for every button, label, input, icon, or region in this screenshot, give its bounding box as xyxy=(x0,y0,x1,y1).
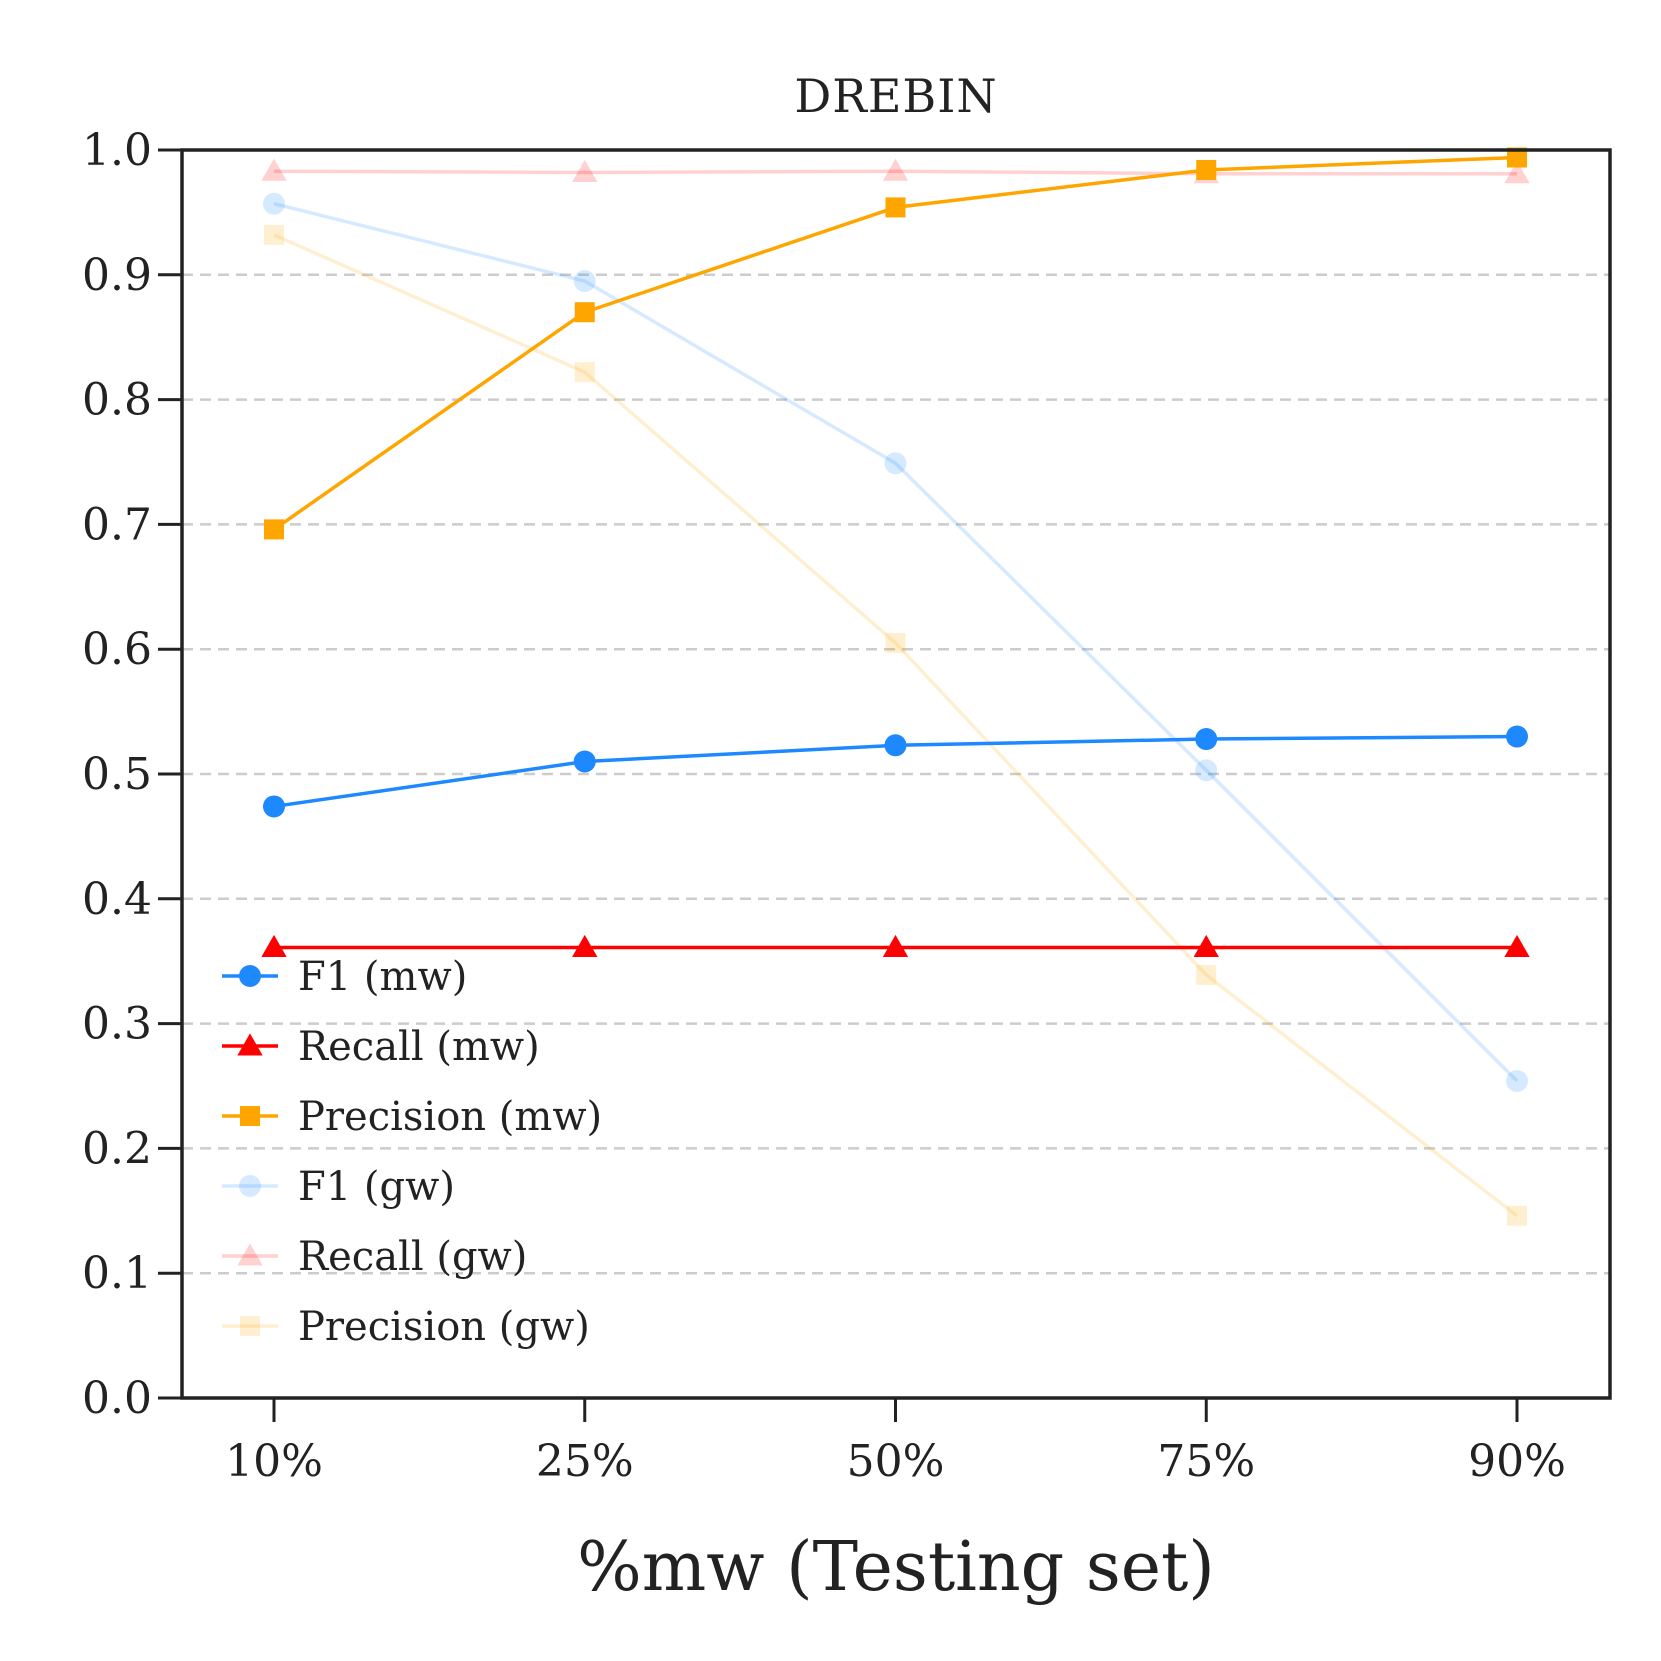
series-f1-gw xyxy=(263,192,1528,1093)
y-tick-label: 0.1 xyxy=(82,1248,152,1299)
grid-layer xyxy=(182,273,1610,1275)
data-point-f1-mw xyxy=(573,750,596,773)
data-point-precision-mw xyxy=(1196,159,1217,180)
y-tick-label: 0.4 xyxy=(82,874,152,925)
data-point-precision-gw xyxy=(885,632,906,653)
data-point-recall-mw xyxy=(1504,934,1530,957)
y-tick-label: 0.7 xyxy=(82,499,152,550)
y-tick-label: 1.0 xyxy=(82,125,152,176)
series-layer xyxy=(261,147,1530,1226)
x-tick-label: 50% xyxy=(847,1436,945,1487)
legend-label: Precision (gw) xyxy=(298,1304,590,1350)
x-tick-label: 75% xyxy=(1157,1436,1255,1487)
x-tick-label: 25% xyxy=(536,1436,634,1487)
series-precision-gw xyxy=(264,224,1527,1226)
data-point-recall-gw xyxy=(882,158,909,181)
data-point-recall-gw xyxy=(572,159,598,182)
data-point-f1-mw xyxy=(1195,728,1218,751)
y-tick-label: 0.0 xyxy=(82,1373,152,1424)
legend-entry-f1-gw: F1 (gw) xyxy=(222,1164,455,1210)
data-point-f1-gw xyxy=(884,452,907,475)
data-point-recall-mw xyxy=(1193,934,1219,957)
y-tick-label: 0.2 xyxy=(82,1123,152,1174)
data-point-precision-mw xyxy=(1507,147,1527,168)
legend-entry-precision-gw: Precision (gw) xyxy=(222,1304,590,1350)
legend-entry-recall-gw: Recall (gw) xyxy=(222,1234,527,1280)
series-line-f1-gw xyxy=(273,201,1519,1083)
legend-entry-precision-mw: Precision (mw) xyxy=(222,1094,602,1140)
data-point-precision-mw xyxy=(885,197,906,218)
legend-label: Precision (mw) xyxy=(298,1094,602,1140)
legend-label: F1 (gw) xyxy=(298,1164,455,1210)
y-tick-label: 0.8 xyxy=(82,375,152,426)
legend-marker xyxy=(239,965,261,987)
legend: F1 (mw) Recall (mw) Precision (mw) F1 (gw) R… xyxy=(222,954,602,1350)
series-line-precision-gw xyxy=(273,233,1519,1218)
legend-marker xyxy=(240,1316,260,1336)
data-point-f1-mw xyxy=(263,795,285,818)
data-point-precision-gw xyxy=(1196,964,1217,985)
data-point-f1-mw xyxy=(1506,725,1528,748)
legend-label: Recall (mw) xyxy=(298,1024,540,1070)
data-point-f1-gw xyxy=(1506,1070,1528,1093)
series-recall-mw xyxy=(261,934,1530,957)
x-axis-label: %mw (Testing set) xyxy=(577,1528,1215,1607)
data-point-f1-gw xyxy=(1195,759,1218,782)
legend-marker xyxy=(240,1106,260,1126)
y-tick-label: 0.9 xyxy=(82,250,152,301)
data-point-precision-gw xyxy=(1507,1205,1527,1226)
y-tick-label: 0.5 xyxy=(82,749,152,800)
data-point-precision-gw xyxy=(264,224,284,245)
x-tick-label: 90% xyxy=(1468,1436,1566,1487)
series-f1-mw xyxy=(263,725,1528,818)
x-tick-label: 10% xyxy=(225,1436,323,1487)
data-point-precision-gw xyxy=(574,362,595,383)
series-line-recall-gw xyxy=(273,169,1517,176)
data-point-precision-mw xyxy=(264,519,284,540)
data-point-precision-mw xyxy=(574,302,595,323)
series-precision-mw xyxy=(264,147,1527,540)
legend-label: F1 (mw) xyxy=(298,954,467,1000)
data-point-f1-mw xyxy=(884,734,907,757)
legend-marker xyxy=(237,1033,263,1056)
y-tick-label: 0.6 xyxy=(82,624,152,675)
tick-layer: 0.0 0.1 0.2 0.3 0.4 0.5 0.6 0.7 0.8 0.9 1.0 10% 25% 5… xyxy=(82,125,1566,1487)
legend-entry-f1-mw: F1 (mw) xyxy=(222,954,467,1000)
data-point-recall-gw xyxy=(1504,161,1530,184)
legend-marker xyxy=(237,1243,263,1266)
data-point-recall-gw xyxy=(261,158,287,181)
data-point-f1-gw xyxy=(573,270,596,293)
y-tick-label: 0.3 xyxy=(82,999,152,1050)
legend-label: Recall (gw) xyxy=(298,1234,527,1280)
chart-title: DREBIN xyxy=(794,69,997,123)
data-point-recall-mw xyxy=(261,934,287,957)
data-point-recall-mw xyxy=(882,934,909,957)
legend-entry-recall-mw: Recall (mw) xyxy=(222,1024,540,1070)
data-point-recall-mw xyxy=(572,934,598,957)
legend-marker xyxy=(239,1175,261,1197)
data-point-f1-gw xyxy=(263,192,285,215)
